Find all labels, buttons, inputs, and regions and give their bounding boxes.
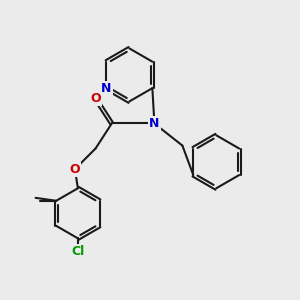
Text: N: N [101,82,112,95]
Text: Cl: Cl [71,245,85,258]
Text: N: N [149,117,160,130]
Text: O: O [70,163,80,176]
Text: O: O [90,92,101,105]
